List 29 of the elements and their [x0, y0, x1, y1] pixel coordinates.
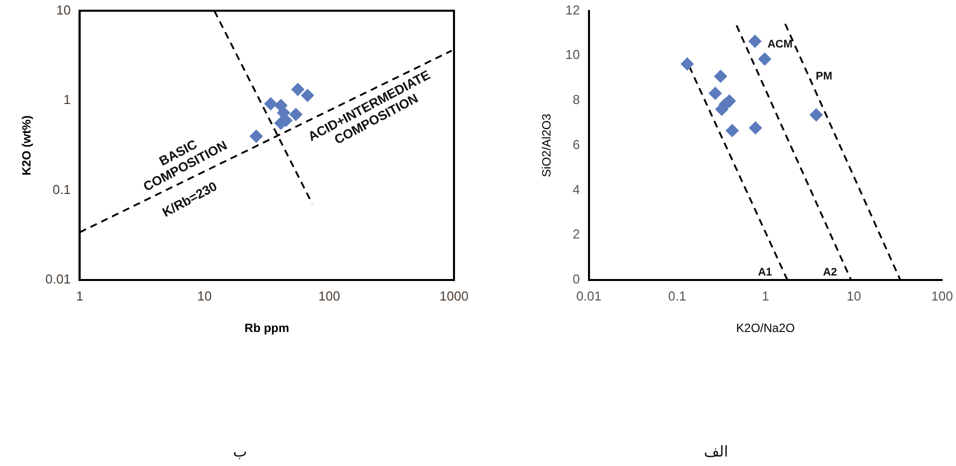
annotation: A1 [758, 266, 772, 280]
y-tick-label: 6 [572, 136, 580, 152]
y-tick-label: 10 [56, 2, 71, 18]
text: ب [232, 443, 248, 461]
y-tick-label: 12 [565, 2, 580, 18]
y-tick-label: 1 [63, 92, 71, 108]
x-tick-label: 10 [197, 288, 212, 304]
y-tick-label: 0.01 [45, 272, 71, 287]
y-tick-label: 4 [572, 182, 580, 197]
y-tick-label: 0.1 [52, 182, 71, 197]
y-tick-label: 10 [565, 47, 580, 62]
x-tick-label: 100 [931, 288, 954, 304]
x-axis-title: Rb ppm [244, 321, 290, 336]
y-tick-label: 0 [572, 272, 580, 287]
y-axis-title: K2O (wt%) [20, 115, 34, 176]
y-tick-label: 8 [572, 92, 580, 108]
y-axis-title: SiO2/Al2O3 [540, 113, 554, 178]
x-axis-title: K2O/Na2O [736, 321, 795, 336]
y-tick-label: 2 [572, 226, 580, 242]
x-tick-label: 1 [76, 288, 84, 304]
x-tick-label: 100 [318, 288, 340, 304]
annotation: PM [816, 70, 832, 84]
text: الف [704, 443, 728, 461]
x-tick-label: 10 [846, 288, 862, 304]
annotation: ACM [767, 38, 793, 52]
x-tick-label: 1000 [440, 288, 468, 304]
x-tick-label: 0.1 [668, 288, 686, 304]
x-tick-label: 1 [762, 288, 770, 304]
annotation: A2 [822, 266, 838, 280]
